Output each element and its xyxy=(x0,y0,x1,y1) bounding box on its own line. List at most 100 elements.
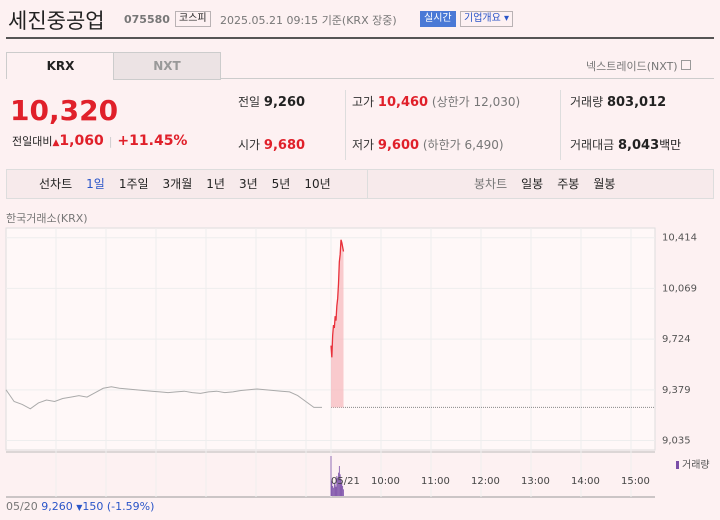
period-bar: 선차트 1일 1주일 3개월 1년 3년 5년 10년 봉차트 일봉 주봉 월봉 xyxy=(6,169,714,199)
stat: 전일 9,260 xyxy=(238,93,305,110)
x-tick-label: 15:00 xyxy=(621,476,650,487)
chart-source: 한국거래소(KRX) xyxy=(6,212,88,225)
volume-bar xyxy=(333,482,335,496)
stat: 거래량 803,012 xyxy=(570,93,666,110)
period[interactable]: 1일 xyxy=(86,177,105,191)
volume-bar xyxy=(339,474,341,496)
realtime-button[interactable]: 실시간 xyxy=(420,11,456,27)
nxt-link[interactable]: 넥스트레이드(NXT) xyxy=(586,58,692,74)
volume-bar xyxy=(331,481,333,496)
footer-line: 05/20 9,260 ▼150 (-1.59%) xyxy=(6,500,155,513)
volume-bar xyxy=(338,466,340,496)
period-label: 봉차트 xyxy=(474,177,508,191)
change-amount: 1,060 xyxy=(59,133,104,149)
period[interactable]: 주봉 xyxy=(557,177,580,191)
x-tick-label: 11:00 xyxy=(421,476,450,487)
footer-close: 9,260 xyxy=(41,500,73,513)
footer-date: 05/20 xyxy=(6,500,38,513)
divider xyxy=(560,90,561,160)
x-tick-label: 14:00 xyxy=(571,476,600,487)
period[interactable]: 1년 xyxy=(206,177,225,191)
volume-bar xyxy=(333,487,334,496)
stat-label: 거래량 xyxy=(570,95,604,109)
candle-periods: 봉차트 일봉 주봉 월봉 xyxy=(474,170,629,198)
overview-label: 기업개요 xyxy=(464,13,501,24)
volume-bar xyxy=(342,486,344,496)
today-line xyxy=(330,239,345,358)
y-tick-label: 10,414 xyxy=(662,233,697,244)
period[interactable]: 3년 xyxy=(238,177,258,191)
volume-bar xyxy=(332,486,334,496)
overview-button[interactable]: 기업개요 ▾ xyxy=(460,11,514,27)
stat-unit: 백만 xyxy=(659,138,682,152)
stat: 고가 10,460 (상한가 12,030) xyxy=(352,93,520,110)
stat-value: 9,680 xyxy=(263,138,306,153)
x-tick-label: 12:00 xyxy=(471,476,500,487)
x-tick-label: 10:00 xyxy=(371,476,400,487)
period[interactable]: 월봉 xyxy=(593,177,616,191)
volume-bar xyxy=(338,472,339,496)
period[interactable]: 3개월 xyxy=(162,177,193,191)
volume-bar xyxy=(330,456,332,496)
stat-label: 고가 xyxy=(352,95,375,109)
stat: 저가 9,600 (하한가 6,490) xyxy=(352,136,504,153)
volume-legend-swatch xyxy=(676,461,679,469)
tab-nxt[interactable]: NXT xyxy=(113,52,221,80)
stat-note: (하한가 6,490) xyxy=(422,138,504,152)
tab-rule xyxy=(220,78,714,79)
stock-name: 세진중공업 xyxy=(8,9,105,33)
footer-change: 150 xyxy=(82,500,104,513)
stat-value: 9,600 xyxy=(377,138,420,153)
y-tick-label: 9,724 xyxy=(662,334,691,345)
volume-bar xyxy=(340,479,342,496)
timestamp: 2025.05.21 09:15 xyxy=(220,14,319,27)
stock-code: 075580 xyxy=(124,13,170,26)
change-rate: +11.45% xyxy=(117,133,188,149)
volume-legend: 거래량 xyxy=(682,459,710,471)
stat-label: 거래대금 xyxy=(570,138,615,152)
stat-label: 저가 xyxy=(352,138,375,152)
x-tick-label: 13:00 xyxy=(521,476,550,487)
stat-value: 9,260 xyxy=(263,95,306,110)
x-tick-label: 05/21 xyxy=(331,476,360,487)
line-periods: 선차트 1일 1주일 3개월 1년 3년 5년 10년 xyxy=(39,170,345,198)
volume-bar xyxy=(334,484,336,496)
market-badge: 코스피 xyxy=(175,11,211,27)
change-line: 전일대비▲1,060 | +11.45% xyxy=(12,133,188,149)
volume-bar xyxy=(343,489,344,496)
stat-label: 시가 xyxy=(238,138,261,152)
tab-krx[interactable]: KRX xyxy=(6,52,115,79)
period[interactable]: 1주일 xyxy=(118,177,149,191)
header-rule xyxy=(6,37,714,39)
y-tick-label: 10,069 xyxy=(662,283,697,294)
stat: 시가 9,680 xyxy=(238,136,305,153)
divider xyxy=(367,170,368,198)
period[interactable]: 10년 xyxy=(304,177,331,191)
nxt-link-label: 넥스트레이드(NXT) xyxy=(586,60,678,73)
volume-bar xyxy=(341,482,343,496)
footer-rate: (-1.59%) xyxy=(106,500,155,513)
y-tick-label: 9,035 xyxy=(662,435,691,446)
volume-bar xyxy=(336,476,338,496)
stat-value: 803,012 xyxy=(606,95,667,110)
volume-bar xyxy=(337,477,339,496)
period[interactable]: 5년 xyxy=(271,177,291,191)
stat-value: 10,460 xyxy=(377,95,429,110)
volume-bar xyxy=(335,486,337,496)
period-label: 선차트 xyxy=(39,177,73,191)
today-area xyxy=(331,239,344,408)
current-price: 10,320 xyxy=(10,94,119,127)
basis: 기준(KRX 장중) xyxy=(321,14,397,27)
change-label: 전일대비 xyxy=(12,135,53,148)
stat-note: (상한가 12,030) xyxy=(431,95,521,109)
prev-day-line xyxy=(5,386,322,410)
period[interactable]: 일봉 xyxy=(521,177,544,191)
stat: 거래대금 8,043백만 xyxy=(570,136,681,153)
divider xyxy=(345,90,346,160)
timestamp-line: 2025.05.21 09:15 기준(KRX 장중) xyxy=(220,12,397,28)
stat-label: 전일 xyxy=(238,95,261,109)
y-tick-label: 9,379 xyxy=(662,385,691,396)
stat-value: 8,043 xyxy=(618,138,660,153)
